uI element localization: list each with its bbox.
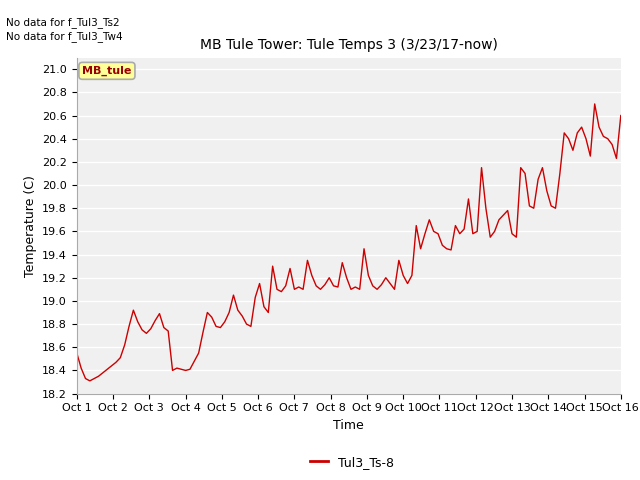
Legend: Tul3_Ts-8: Tul3_Ts-8 xyxy=(305,451,399,474)
Title: MB Tule Tower: Tule Temps 3 (3/23/17-now): MB Tule Tower: Tule Temps 3 (3/23/17-now… xyxy=(200,38,498,52)
X-axis label: Time: Time xyxy=(333,419,364,432)
Text: No data for f_Tul3_Ts2: No data for f_Tul3_Ts2 xyxy=(6,17,120,28)
Text: No data for f_Tul3_Tw4: No data for f_Tul3_Tw4 xyxy=(6,31,123,42)
Text: MB_tule: MB_tule xyxy=(82,66,132,76)
Y-axis label: Temperature (C): Temperature (C) xyxy=(24,175,36,276)
